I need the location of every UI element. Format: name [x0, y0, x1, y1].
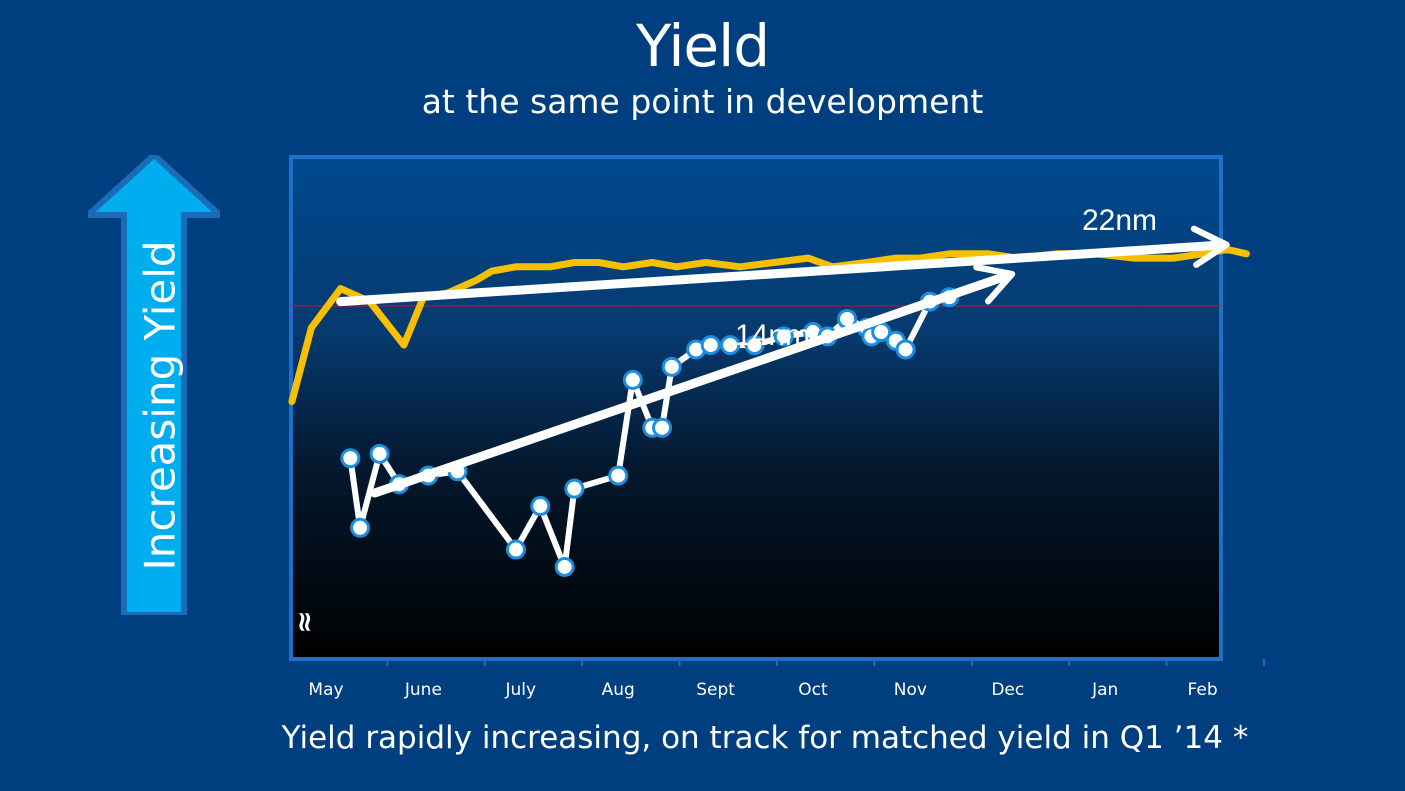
series-14nm-point	[505, 539, 526, 560]
trend-arrows	[336, 225, 1230, 498]
series-14nm-point	[773, 326, 794, 347]
series-14nm-point	[530, 496, 551, 517]
chart-title: Yield	[635, 12, 770, 80]
trend-arrow-14nm	[370, 264, 1016, 498]
series-22nm-label: 22nm	[1082, 204, 1157, 237]
increasing-yield-arrow-shape	[88, 155, 220, 615]
x-tick-label: Oct	[798, 680, 828, 700]
series-14nm-point	[369, 443, 390, 464]
x-tick-label: Dec	[991, 680, 1024, 700]
series-14nm-point	[895, 339, 916, 360]
series-14nm-point	[608, 465, 629, 486]
x-tick-label: Feb	[1188, 680, 1218, 700]
footer-note: Yield rapidly increasing, on track for m…	[281, 720, 1249, 756]
x-tick-label: Nov	[894, 680, 927, 700]
increasing-yield-arrow	[88, 155, 220, 615]
x-tick-label: Jan	[1091, 680, 1118, 700]
x-tick-label: June	[404, 680, 442, 700]
plot-area	[289, 155, 1223, 661]
series-14nm-point	[340, 448, 361, 469]
axis-break-mark: ≈	[289, 610, 322, 633]
x-axis-labels: May June July Aug Sept Oct Nov Dec Jan Feb	[308, 680, 1217, 700]
x-tick-label: Aug	[602, 680, 635, 700]
x-tick-label: Sept	[696, 680, 735, 700]
x-axis-ticks	[386, 659, 1265, 666]
series-14nm-point	[622, 369, 643, 390]
chart-subtitle: at the same point in development	[421, 82, 984, 121]
series-14nm-point	[564, 478, 585, 499]
series-14nm-point	[350, 517, 371, 538]
series-14nm-label: 14nm	[735, 319, 810, 352]
series-14nm-point	[720, 335, 741, 356]
series-14nm-point	[661, 356, 682, 377]
x-tick-label: July	[505, 680, 537, 700]
series-14nm-point	[652, 417, 673, 438]
x-tick-label: May	[308, 680, 343, 700]
series-14nm-point	[700, 335, 721, 356]
series-14nm-point	[744, 335, 765, 356]
series-14nm-point	[554, 556, 575, 577]
trend-arrow-22nm	[336, 225, 1230, 307]
